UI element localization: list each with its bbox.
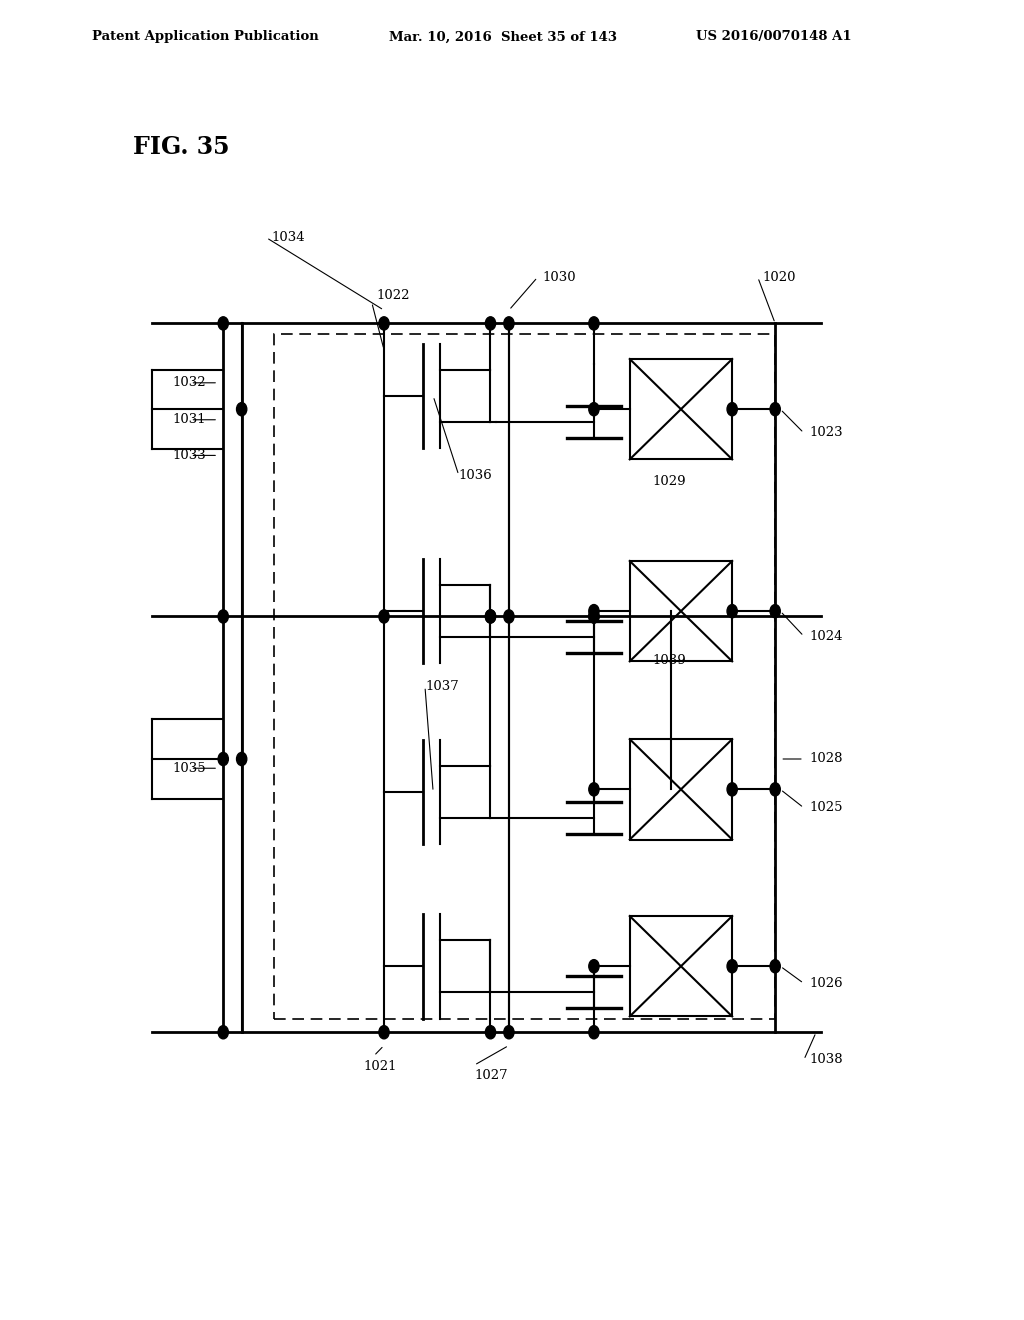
Circle shape [237,403,247,416]
Circle shape [379,1026,389,1039]
Text: 1030: 1030 [543,271,577,284]
Circle shape [589,403,599,416]
Text: 1027: 1027 [474,1069,508,1082]
Text: 1024: 1024 [809,630,843,643]
Text: 1025: 1025 [809,801,843,814]
Text: 1037: 1037 [425,680,459,693]
Circle shape [770,783,780,796]
Circle shape [379,610,389,623]
Text: US 2016/0070148 A1: US 2016/0070148 A1 [696,30,852,44]
Circle shape [589,1026,599,1039]
Text: 1020: 1020 [763,271,797,284]
Text: 1023: 1023 [809,426,843,440]
Text: 1032: 1032 [172,376,206,389]
Circle shape [504,317,514,330]
Bar [630,359,732,459]
Circle shape [727,960,737,973]
Circle shape [504,610,514,623]
Bar [630,916,732,1016]
Text: 1021: 1021 [364,1060,397,1073]
Circle shape [218,1026,228,1039]
Circle shape [218,752,228,766]
Circle shape [504,1026,514,1039]
Bar [630,561,732,661]
Circle shape [770,403,780,416]
Circle shape [379,317,389,330]
Text: FIG. 35: FIG. 35 [133,135,229,158]
Circle shape [218,610,228,623]
Circle shape [727,783,737,796]
Circle shape [727,403,737,416]
Circle shape [589,960,599,973]
Text: Mar. 10, 2016  Sheet 35 of 143: Mar. 10, 2016 Sheet 35 of 143 [389,30,617,44]
Circle shape [218,317,228,330]
Text: 1031: 1031 [172,413,206,426]
Circle shape [589,783,599,796]
Circle shape [589,317,599,330]
Text: 1035: 1035 [172,762,206,775]
Text: 1038: 1038 [809,1053,843,1067]
Text: 1028: 1028 [809,752,843,766]
Bar [274,334,775,1019]
Text: Patent Application Publication: Patent Application Publication [92,30,318,44]
Text: 1036: 1036 [459,469,493,482]
Circle shape [770,605,780,618]
Circle shape [727,605,737,618]
Circle shape [589,610,599,623]
Text: 1039: 1039 [652,653,686,667]
Circle shape [485,317,496,330]
Circle shape [589,610,599,623]
Circle shape [770,960,780,973]
Circle shape [237,752,247,766]
Bar [630,739,732,840]
Text: 1033: 1033 [172,449,206,462]
Circle shape [485,1026,496,1039]
Text: 1034: 1034 [271,231,305,244]
Text: 1029: 1029 [652,475,686,488]
Circle shape [485,610,496,623]
Circle shape [485,610,496,623]
Text: 1026: 1026 [809,977,843,990]
Circle shape [589,605,599,618]
Text: 1022: 1022 [377,289,411,302]
